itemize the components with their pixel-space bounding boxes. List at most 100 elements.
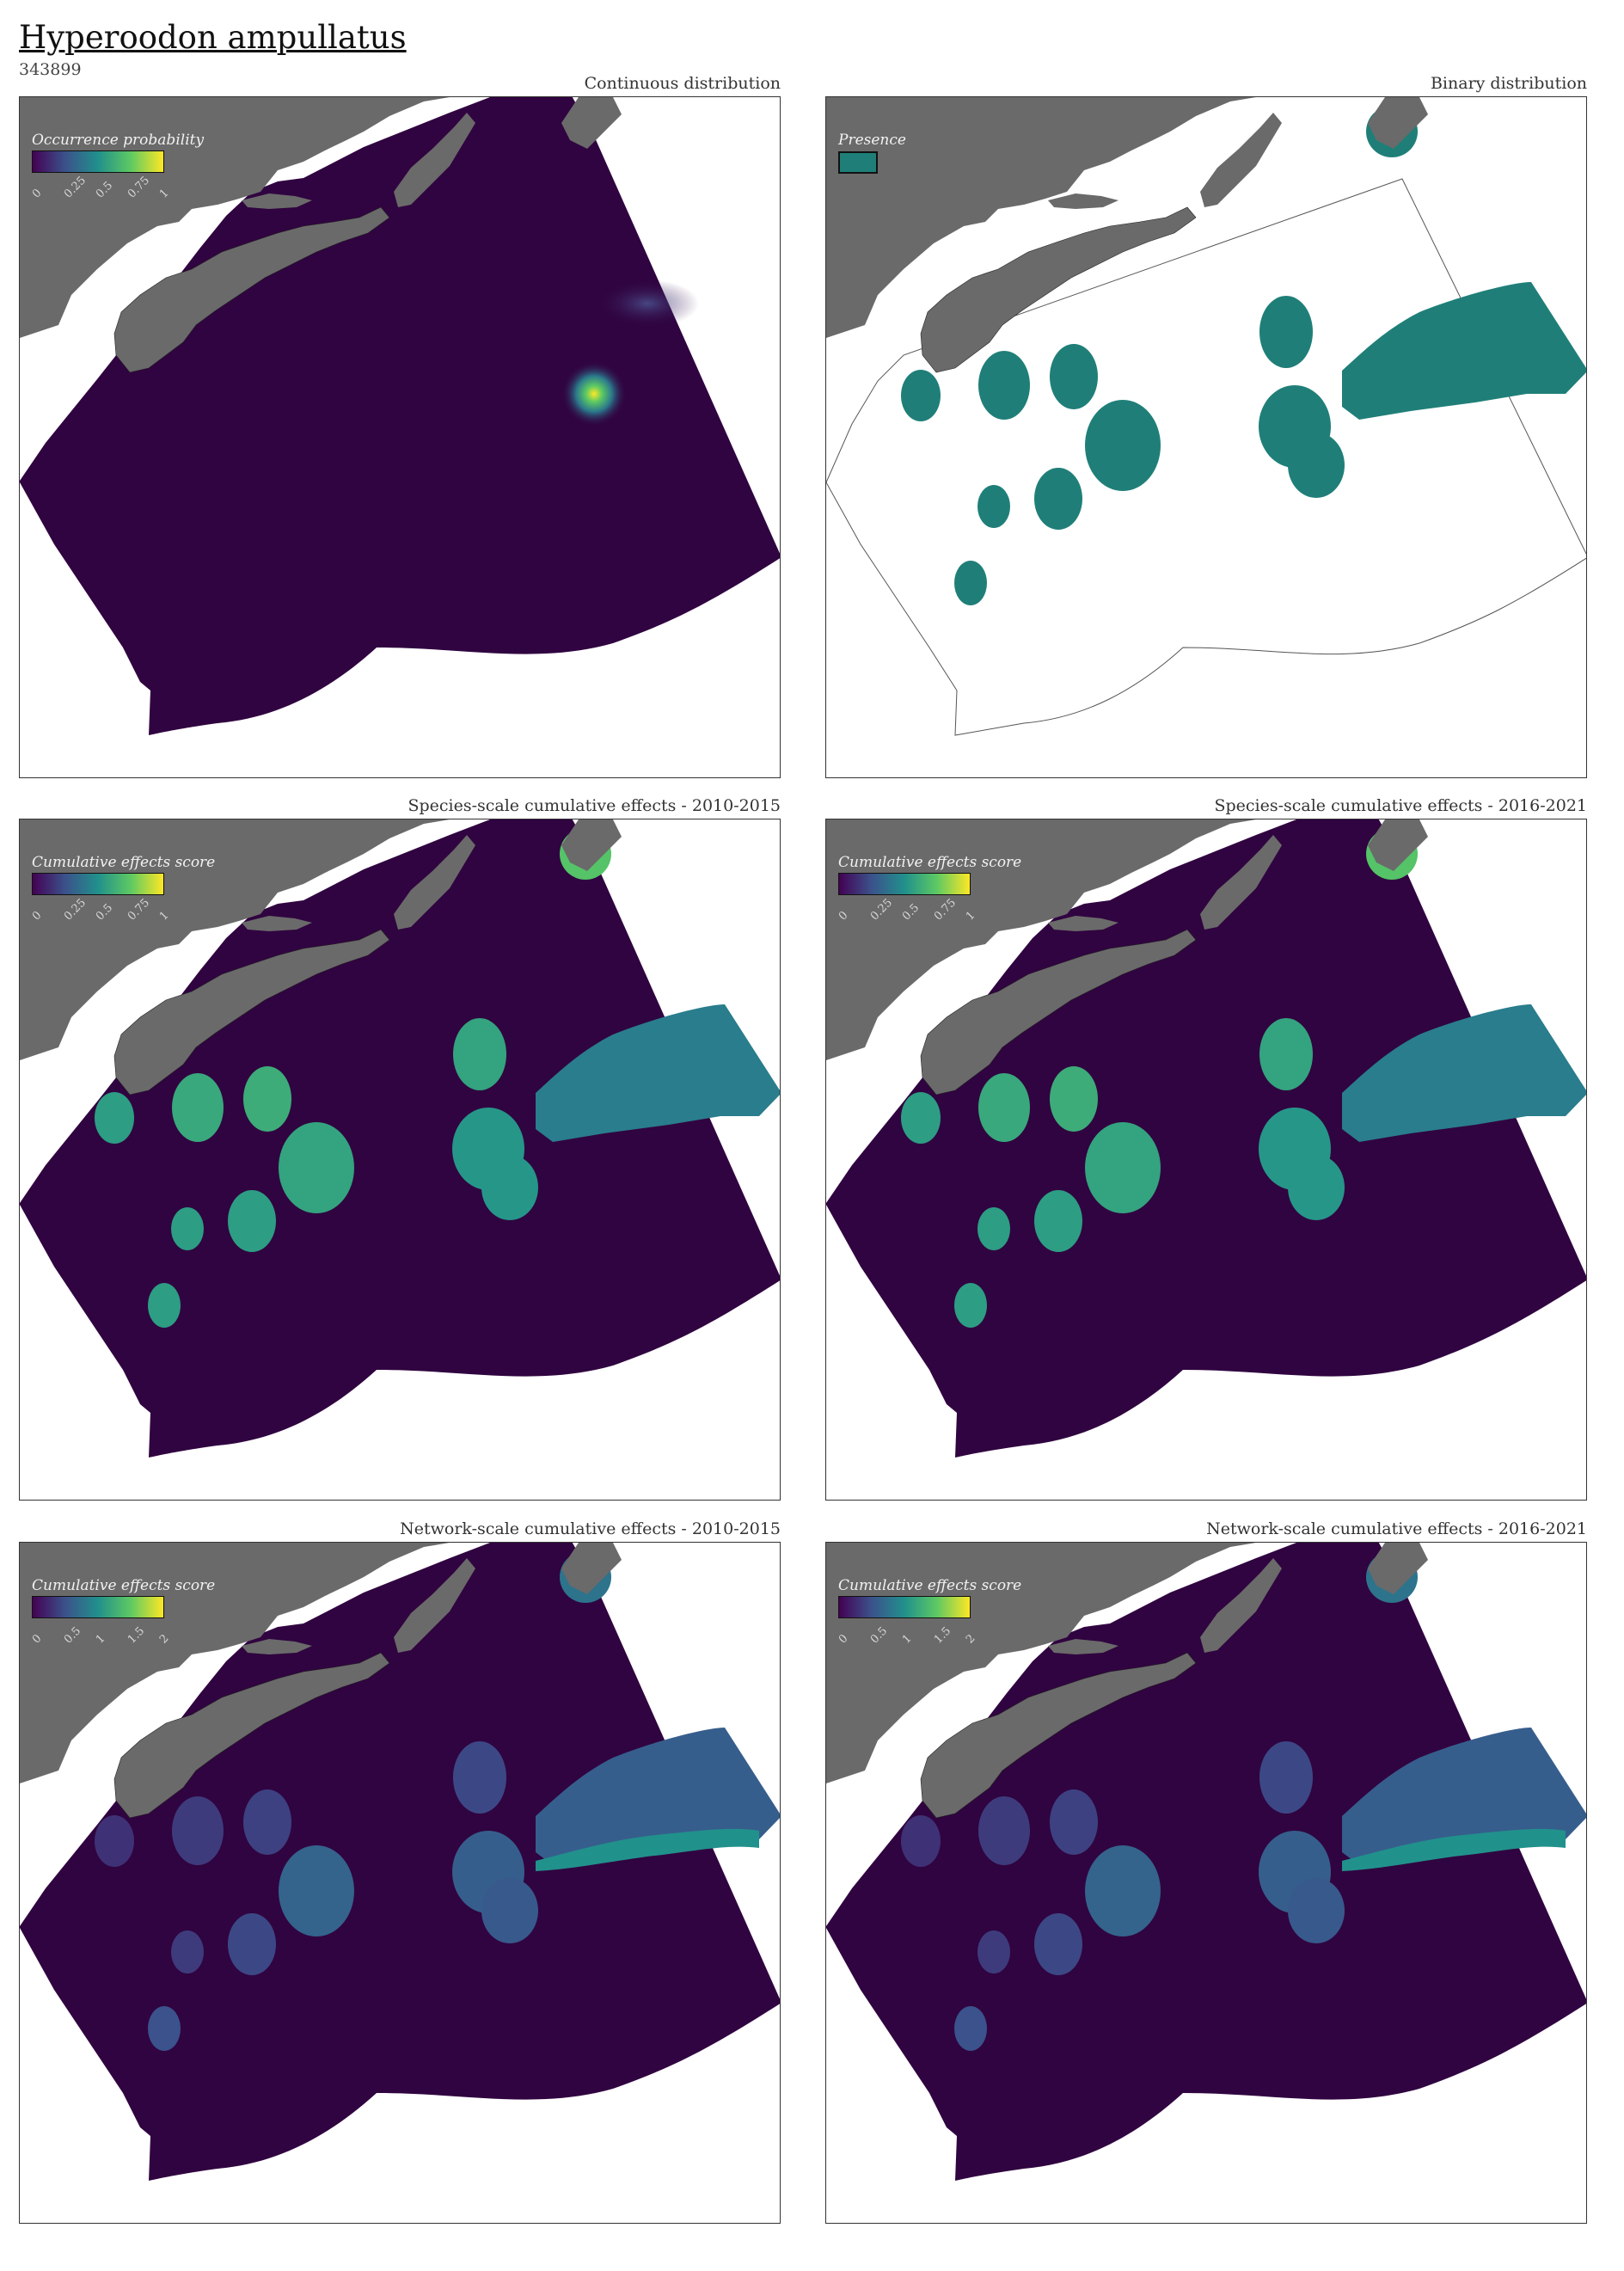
legend-colorbar [32,873,164,895]
effects-patch [171,1207,204,1250]
map-panel-binary: Presence [825,96,1587,778]
legend-colorbar [32,150,164,173]
effects-patch [279,1845,354,1936]
land-pei [242,193,312,209]
effects-band-high [1342,1828,1566,1871]
land-cape-breton [1200,1558,1282,1653]
legend-colorbar [838,873,971,895]
presence-patch [977,485,1010,528]
effects-patch [279,1122,354,1213]
legend-tick-label: 1.5 [932,1624,954,1647]
study-area [20,97,780,735]
legend-tick-label: 0.25 [62,174,89,201]
legend-title: Cumulative effects score [32,1577,216,1594]
legend-tick-label: 0.5 [868,1624,891,1647]
map-panel-continuous: Occurrence probability 0 0.25 0.5 0.75 1 [19,96,781,778]
land-cape-breton [394,113,475,207]
effects-patch-large [1342,1004,1586,1142]
effects-patch [901,1815,941,1867]
legend-tick-label: 0.5 [94,901,116,924]
effects-patch [1259,1018,1313,1090]
legend-title: Presence [838,132,906,149]
legend-presence: Presence [838,132,906,174]
effects-patch-large [536,1004,780,1142]
legend-cumulative: Cumulative effects score 0 0.5 1 1.5 2 [30,1577,216,1647]
panel-title-network-2010: Network-scale cumulative effects - 2010-… [400,1519,781,1538]
effects-patch [453,1741,506,1814]
land-pei [242,916,312,931]
panel-title-species-2010: Species-scale cumulative effects - 2010-… [408,796,781,815]
effects-patch [148,1283,181,1328]
study-area [20,819,780,1458]
legend-occurrence: Occurrence probability 0 0.25 0.5 0.75 1 [30,132,205,201]
legend-tick-label: 0.5 [900,901,922,924]
panel-title-network-2016: Network-scale cumulative effects - 2016-… [1206,1519,1587,1538]
legend-title: Cumulative effects score [32,854,216,871]
land-cape-breton [1200,835,1282,930]
legend-tick-label: 0.75 [126,896,153,924]
legend-title: Occurrence probability [32,132,205,149]
legend-cumulative: Cumulative effects score 0 0.5 1 1.5 2 [837,1577,1022,1647]
legend-colorbar [838,1596,971,1618]
effects-patch [1050,1066,1098,1132]
species-title: Hyperoodon ampullatus [19,19,407,56]
effects-patch [171,1930,204,1973]
effects-band-high [536,1828,759,1871]
legend-presence-swatch [838,151,878,174]
legend-tick-label: 0.75 [126,174,153,201]
effects-patch [1288,1155,1345,1220]
study-area [20,1543,780,2181]
land-nova-scotia [113,1652,390,1819]
legend-tick-label: 0.25 [62,896,89,924]
effects-patch [1034,1913,1082,1975]
effects-patch [243,1066,291,1132]
effects-patch [954,2006,987,2051]
effects-patch [172,1796,224,1865]
legend-ticks: 0 0.25 0.5 0.75 1 [837,895,977,924]
effects-patch [172,1073,224,1142]
effects-patch [95,1815,134,1867]
legend-tick-label: 0.5 [62,1624,84,1647]
presence-patch [1259,296,1313,368]
land-nova-scotia [920,1652,1197,1819]
effects-patch [978,1073,1030,1142]
effects-patch [1085,1122,1161,1213]
map-panel-network-2016: Cumulative effects score 0 0.5 1 1.5 2 [825,1542,1587,2224]
land-pei [1048,193,1118,209]
presence-patch [901,370,941,421]
probability-tail [596,279,699,328]
land-pei [1048,1639,1118,1654]
effects-patch [1259,1741,1313,1814]
legend-title: Cumulative effects score [838,1577,1022,1594]
land-mainland [826,97,1256,338]
land-newfoundland [1368,1543,1428,1594]
legend-cumulative: Cumulative effects score 0 0.25 0.5 0.75 1 [30,854,216,924]
species-id: 343899 [19,60,82,79]
effects-patch [901,1092,941,1144]
effects-patch [228,1913,276,1975]
legend-tick-label: 1.5 [126,1624,148,1647]
map-panel-species-2010: Cumulative effects score 0 0.25 0.5 0.75 1 [19,819,781,1501]
land-cape-breton [1200,113,1282,207]
presence-patch [954,561,987,605]
land-nova-scotia [113,929,390,1096]
legend-tick-label: 0.75 [932,896,959,924]
map-panel-network-2010: Cumulative effects score 0 0.5 1 1.5 2 [19,1542,781,2224]
legend-cumulative: Cumulative effects score 0 0.25 0.5 0.75 1 [837,854,1021,924]
effects-patch [1085,1845,1161,1936]
effects-patch [954,1283,987,1328]
effects-patch [1288,1878,1345,1943]
land-newfoundland [1368,819,1428,871]
panel-title-species-2016: Species-scale cumulative effects - 2016-… [1214,796,1587,815]
effects-patch [481,1155,538,1220]
effects-patch [243,1789,291,1855]
presence-patch [1288,433,1345,498]
study-area [826,1543,1586,2181]
probability-hotspot [561,361,627,427]
legend-tick-label: 0.5 [94,179,116,201]
land-newfoundland [1368,97,1428,149]
effects-patch [453,1018,506,1090]
legend-ticks: 0 0.5 1 1.5 2 [837,1618,977,1647]
effects-patch [977,1930,1010,1973]
presence-patch [1085,400,1161,491]
